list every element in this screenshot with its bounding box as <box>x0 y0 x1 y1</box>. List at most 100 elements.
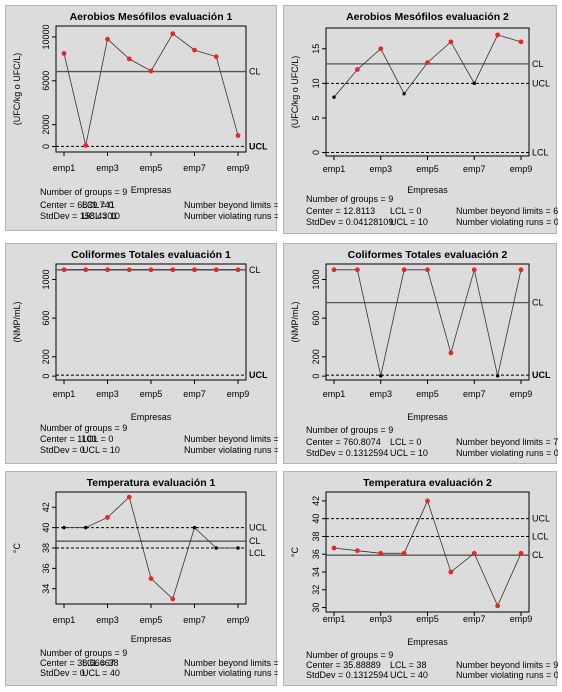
stat-lcl: LCL = 0 <box>390 437 421 447</box>
stat-ucl: UCL = 40 <box>82 668 120 678</box>
data-point <box>331 267 337 273</box>
data-point <box>495 374 500 378</box>
chart-svg: Coliformes Totales evaluación 2 0 200 600 10… <box>290 249 558 458</box>
data-point <box>148 68 154 74</box>
stat-center: Center = 6839.741 <box>40 200 115 210</box>
data-point <box>425 60 430 65</box>
y-tick-label: 40 <box>311 514 321 524</box>
stat-groups: Number of groups = 9 <box>40 648 127 658</box>
chart-panel-aerobios-2: Aerobios Mesófilos evaluación 2 0 5 10 15 emp… <box>283 5 558 234</box>
series-line <box>333 499 522 607</box>
data-point <box>105 267 110 273</box>
x-tick-label: emp9 <box>510 614 533 624</box>
y-tick-label: 36 <box>41 563 51 573</box>
data-point <box>236 546 240 550</box>
center-line-label: CL <box>532 550 544 560</box>
chart-title: Coliformes Totales evaluación 2 <box>348 249 508 261</box>
data-point <box>148 576 154 581</box>
data-point <box>105 515 110 520</box>
data-point <box>425 498 430 504</box>
stat-center: Center = 38.66667 <box>40 658 115 668</box>
data-point <box>84 525 88 530</box>
data-point <box>170 31 176 37</box>
chart-title: Temperatura evaluación 1 <box>87 477 216 489</box>
chart-panel-temperatura-1: Temperatura evaluación 1 34 36 38 40 42 emp1 em… <box>5 471 278 686</box>
x-axis-label: Empresas <box>407 185 448 195</box>
y-tick-label: 200 <box>41 349 51 364</box>
plot-frame <box>325 263 530 381</box>
y-tick-label: 42 <box>41 502 51 512</box>
y-axis-label: (UFC/kg o UFC/L) <box>290 56 300 129</box>
ucl-line-label: UCL <box>532 78 550 88</box>
x-tick-label: emp5 <box>416 614 439 624</box>
stat-lcl: LCL = 0 <box>82 434 113 444</box>
chart-svg: Aerobios Mesófilos evaluación 1 0 2000 6000… <box>12 11 278 221</box>
stat-stddev: StdDev = 0 <box>40 445 85 455</box>
data-point <box>471 267 477 273</box>
y-tick-label: 38 <box>311 531 321 541</box>
x-tick-label: emp3 <box>369 614 392 624</box>
x-tick-label: emp5 <box>416 389 439 399</box>
stat-beyond-limits: Number beyond limits = 9 <box>456 660 558 670</box>
y-axis-label: (NMP/mL) <box>290 302 300 343</box>
y-tick-label: 200 <box>311 349 321 364</box>
y-tick-label: 34 <box>41 584 51 594</box>
ucl-line-label: UCL <box>532 370 551 380</box>
data-point <box>192 267 197 273</box>
x-tick-label: emp1 <box>53 615 76 625</box>
chart-panel-coliformes-2: Coliformes Totales evaluación 2 0 200 600 10… <box>283 243 558 464</box>
stat-violating-runs: Number violating runs = 0 <box>184 668 278 678</box>
y-tick-label: 600 <box>41 311 51 326</box>
stat-groups: Number of groups = 9 <box>306 194 393 204</box>
ucl-line-label: UCL <box>249 141 268 151</box>
plot-frame <box>55 263 247 381</box>
data-point <box>378 46 384 52</box>
stat-lcl: LCL = 0 <box>390 206 421 216</box>
series-line <box>63 33 239 146</box>
x-axis-label: Empresas <box>131 412 172 422</box>
stat-center: Center = 12.8113 <box>306 206 375 216</box>
y-tick-label: 42 <box>311 496 321 506</box>
stat-beyond-limits: Number beyond limits = 4 <box>184 658 278 668</box>
x-tick-label: emp3 <box>96 389 119 399</box>
y-tick-label: 10000 <box>41 24 51 49</box>
center-line-label: CL <box>249 67 261 77</box>
y-tick-label: 2000 <box>41 115 51 135</box>
data-point <box>83 143 89 148</box>
stat-stddev: StdDev = 158.4301 <box>40 211 117 221</box>
x-tick-label: emp9 <box>227 163 250 173</box>
chart-panel-coliformes-1: Coliformes Totales evaluación 1 0 200 600 10… <box>5 243 278 464</box>
data-point <box>448 569 454 575</box>
stat-ucl: UCL = 10 <box>390 448 428 458</box>
y-axis-label: °C <box>290 546 300 557</box>
data-point <box>213 54 219 60</box>
y-tick-label: 0 <box>41 144 51 149</box>
stat-beyond-limits: Number beyond limits = 7 <box>456 437 558 447</box>
stat-lcl: LCL = 0 <box>82 200 113 210</box>
stat-groups: Number of groups = 9 <box>40 187 127 197</box>
data-point <box>105 36 110 42</box>
data-point <box>354 267 360 273</box>
stat-violating-runs: Number violating runs = 0 <box>184 445 278 455</box>
x-axis-label: Empresas <box>131 185 172 195</box>
stat-beyond-limits: Number beyond limits = 9 <box>184 200 278 210</box>
stat-ucl: UCL = 40 <box>390 670 428 680</box>
data-point <box>61 267 67 273</box>
data-point <box>518 267 524 273</box>
y-axis-label: °C <box>12 542 22 553</box>
data-point <box>61 50 67 56</box>
x-tick-label: emp9 <box>510 164 533 174</box>
stat-stddev: StdDev = 0.1312594 <box>306 670 388 680</box>
data-point <box>235 133 241 138</box>
data-point <box>235 267 241 273</box>
y-tick-label: 38 <box>41 543 51 553</box>
data-point <box>401 550 407 556</box>
chart-panel-aerobios-1: Aerobios Mesófilos evaluación 1 0 2000 6000… <box>5 5 278 231</box>
x-tick-label: emp5 <box>416 164 439 174</box>
y-tick-label: 1000 <box>41 269 51 289</box>
center-line-label: CL <box>532 298 544 308</box>
data-point <box>192 525 197 530</box>
data-point <box>402 92 406 96</box>
data-point <box>148 267 154 273</box>
data-point <box>213 267 219 273</box>
